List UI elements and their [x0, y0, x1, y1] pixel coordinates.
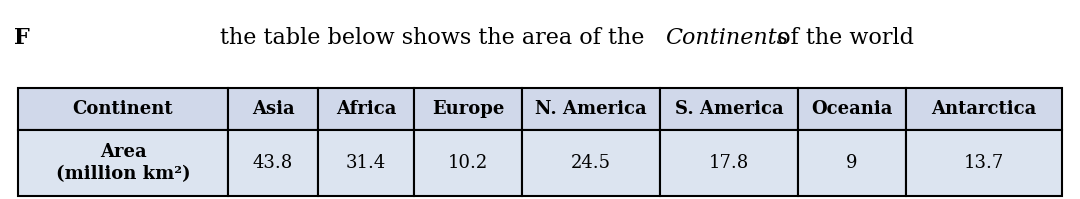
Text: 43.8: 43.8	[253, 154, 293, 172]
Text: the table below shows the area of the: the table below shows the area of the	[220, 27, 651, 49]
Bar	[18, 88, 228, 130]
Bar	[660, 130, 798, 196]
Text: Asia: Asia	[252, 100, 295, 118]
Bar	[414, 130, 522, 196]
Text: 13.7: 13.7	[963, 154, 1004, 172]
Bar	[18, 130, 228, 196]
Text: Continent: Continent	[72, 100, 173, 118]
Text: Antarctica: Antarctica	[931, 100, 1037, 118]
Bar	[798, 130, 906, 196]
Bar	[522, 130, 660, 196]
Text: 24.5: 24.5	[571, 154, 611, 172]
Text: Continents: Continents	[665, 27, 788, 49]
Text: F: F	[14, 27, 30, 49]
Bar	[906, 130, 1062, 196]
Text: N. America: N. America	[536, 100, 647, 118]
Bar	[228, 88, 318, 130]
Bar	[660, 88, 798, 130]
Text: 31.4: 31.4	[346, 154, 387, 172]
Bar	[798, 88, 906, 130]
Text: 17.8: 17.8	[708, 154, 750, 172]
Text: Area
(million km²): Area (million km²)	[56, 143, 190, 183]
Bar	[522, 88, 660, 130]
Bar	[414, 88, 522, 130]
Text: 10.2: 10.2	[448, 154, 488, 172]
Bar	[318, 88, 414, 130]
Text: S. America: S. America	[675, 100, 783, 118]
Text: Africa: Africa	[336, 100, 396, 118]
Bar	[228, 130, 318, 196]
Text: of the world: of the world	[770, 27, 914, 49]
Text: 9: 9	[847, 154, 858, 172]
Text: Oceania: Oceania	[811, 100, 893, 118]
Bar	[906, 88, 1062, 130]
Text: Europe: Europe	[432, 100, 504, 118]
Bar	[318, 130, 414, 196]
